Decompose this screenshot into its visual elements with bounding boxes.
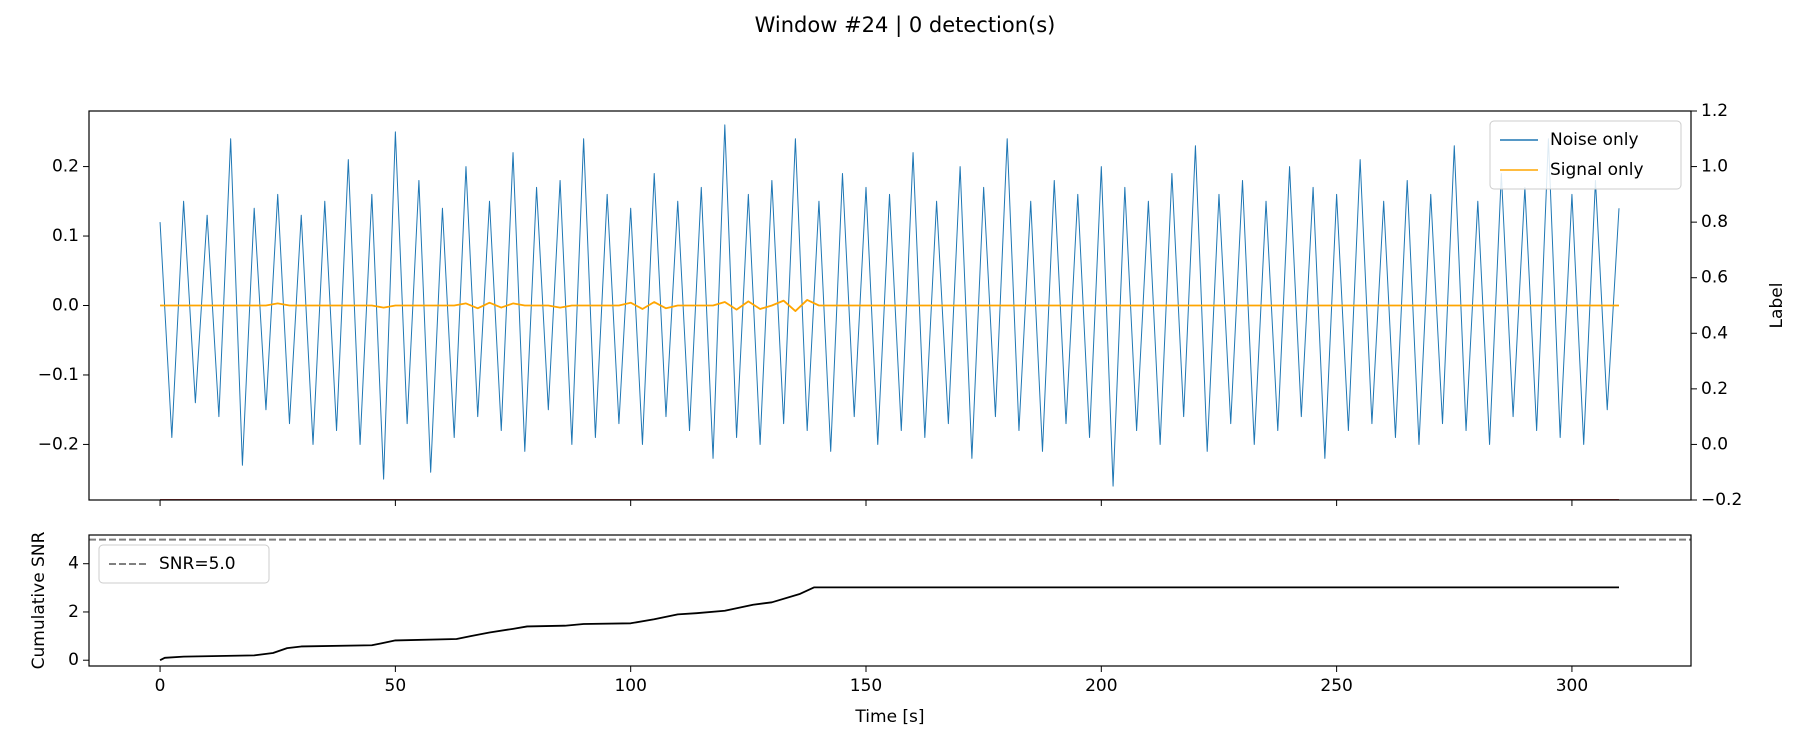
y-axis-label: Cumulative SNR <box>29 531 49 669</box>
series-line <box>159 124 1620 487</box>
x-tick-label: 200 <box>1085 676 1117 696</box>
plot-area <box>89 538 1691 662</box>
x-tick-label: 0 <box>155 676 166 696</box>
axes-frame <box>88 534 1692 667</box>
figure-title: Window #24 | 0 detection(s) <box>755 13 1056 38</box>
y-tick-label: 4 <box>68 554 79 574</box>
y2-axis-label: Label <box>1767 283 1787 329</box>
legend-box <box>98 544 270 584</box>
legend-label: Signal only <box>1550 160 1644 180</box>
x-tick-label: 100 <box>614 676 646 696</box>
y2-tick-label: 1.2 <box>1701 101 1728 121</box>
legend: SNR=5.0 <box>98 544 270 584</box>
x-tick-label: 250 <box>1320 676 1352 696</box>
legend: Noise only Signal only <box>1489 120 1682 190</box>
x-tick-label: 300 <box>1556 676 1588 696</box>
y2-tick-label: 0.8 <box>1701 212 1728 232</box>
y-tick-label: 0.0 <box>52 296 79 316</box>
series-line <box>160 299 1619 312</box>
y-tick-label: 0 <box>68 650 79 670</box>
y-tick-label: 0.2 <box>52 157 79 177</box>
y-tick-label: 2 <box>68 602 79 622</box>
legend-box <box>1489 120 1682 190</box>
plot-area <box>159 124 1620 500</box>
y2-tick-label: 0.4 <box>1701 323 1728 343</box>
y-tick-label: 0.1 <box>52 226 79 246</box>
legend-label: SNR=5.0 <box>159 554 236 574</box>
y2-tick-label: 0.0 <box>1701 434 1728 454</box>
x-tick-label: 50 <box>385 676 407 696</box>
x-tick-label: 150 <box>850 676 882 696</box>
y2-tick-label: 1.0 <box>1701 157 1728 177</box>
legend-label: Noise only <box>1550 130 1639 150</box>
y2-tick-label: −0.2 <box>1701 490 1742 510</box>
y2-tick-label: 0.2 <box>1701 379 1728 399</box>
y-tick-label: −0.1 <box>38 365 79 385</box>
y2-tick-label: 0.6 <box>1701 268 1728 288</box>
series-line <box>159 586 1619 662</box>
y-tick-label: −0.2 <box>38 434 79 454</box>
x-axis-label: Time [s] <box>854 707 924 727</box>
